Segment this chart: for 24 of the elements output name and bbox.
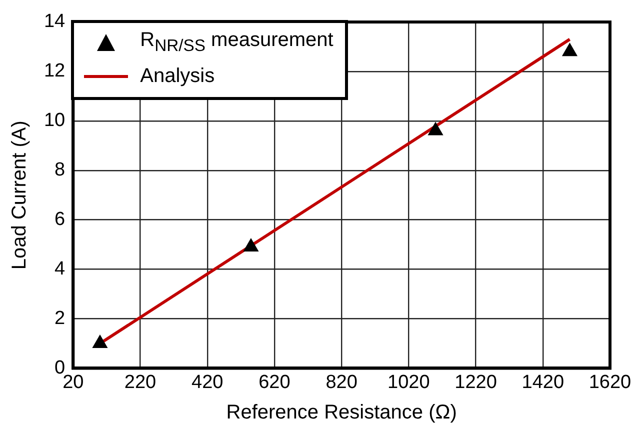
legend-label: Analysis — [140, 64, 215, 88]
point — [92, 334, 108, 348]
y-tick-label: 14 — [44, 11, 66, 32]
y-axis-title: Load Current (A) — [8, 120, 31, 270]
y-tick-label: 6 — [54, 209, 66, 230]
x-tick-label: 1020 — [388, 372, 430, 393]
x-tick-label: 620 — [258, 372, 290, 393]
x-tick-label: 1620 — [588, 372, 632, 393]
x-tick-label: 20 — [62, 372, 84, 393]
x-tick-label: 420 — [192, 372, 224, 393]
y-tick-label: 12 — [44, 60, 66, 82]
legend-label: R$_{NR/SS}$ measurement — [140, 28, 334, 56]
y-tick-label: 10 — [44, 110, 66, 132]
y-tick-label: 8 — [54, 160, 66, 181]
y-tick-label: 4 — [54, 258, 66, 280]
x-tick-label: 1220 — [454, 372, 497, 393]
point — [428, 122, 444, 136]
x-tick-label: 820 — [326, 372, 358, 393]
y-tick-label: 2 — [54, 308, 66, 329]
point — [243, 238, 259, 252]
x-axis-title: Reference Resistance (Ω) — [226, 402, 457, 424]
point — [562, 42, 578, 56]
x-tick-label: 1420 — [522, 372, 564, 393]
x-tick-label: 220 — [124, 372, 156, 393]
